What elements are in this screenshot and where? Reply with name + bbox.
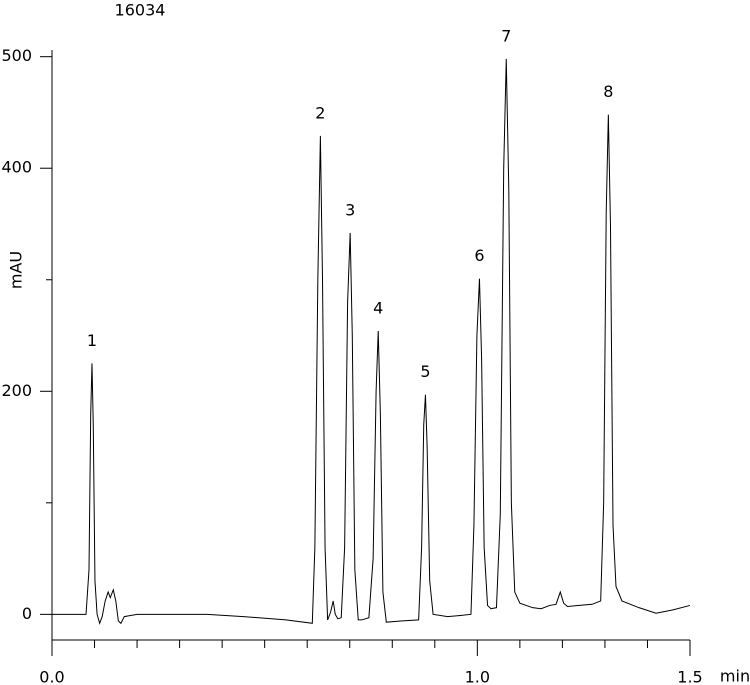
peak-label: 7 xyxy=(501,26,511,45)
x-tick-label: 1.0 xyxy=(465,668,490,685)
peak-label: 4 xyxy=(373,299,383,318)
x-tick-label: 1.5 xyxy=(677,668,702,685)
y-axis-label: mAU xyxy=(7,251,26,289)
peak-label: 1 xyxy=(87,331,97,350)
y-tick-label: 200 xyxy=(1,381,32,400)
peak-label: 8 xyxy=(603,82,613,101)
y-tick-label: 0 xyxy=(22,604,32,623)
peak-label: 2 xyxy=(315,103,325,122)
chart-title: 16034 xyxy=(115,1,166,20)
y-tick-label: 400 xyxy=(1,158,32,177)
x-axis-label: min xyxy=(720,667,750,685)
x-tick-label: 0.0 xyxy=(39,668,64,685)
peak-label: 3 xyxy=(345,200,355,219)
peak-label: 6 xyxy=(474,246,484,265)
trace-line xyxy=(52,58,691,625)
peak-label: 5 xyxy=(420,362,430,381)
y-tick-label: 500 xyxy=(1,46,32,65)
